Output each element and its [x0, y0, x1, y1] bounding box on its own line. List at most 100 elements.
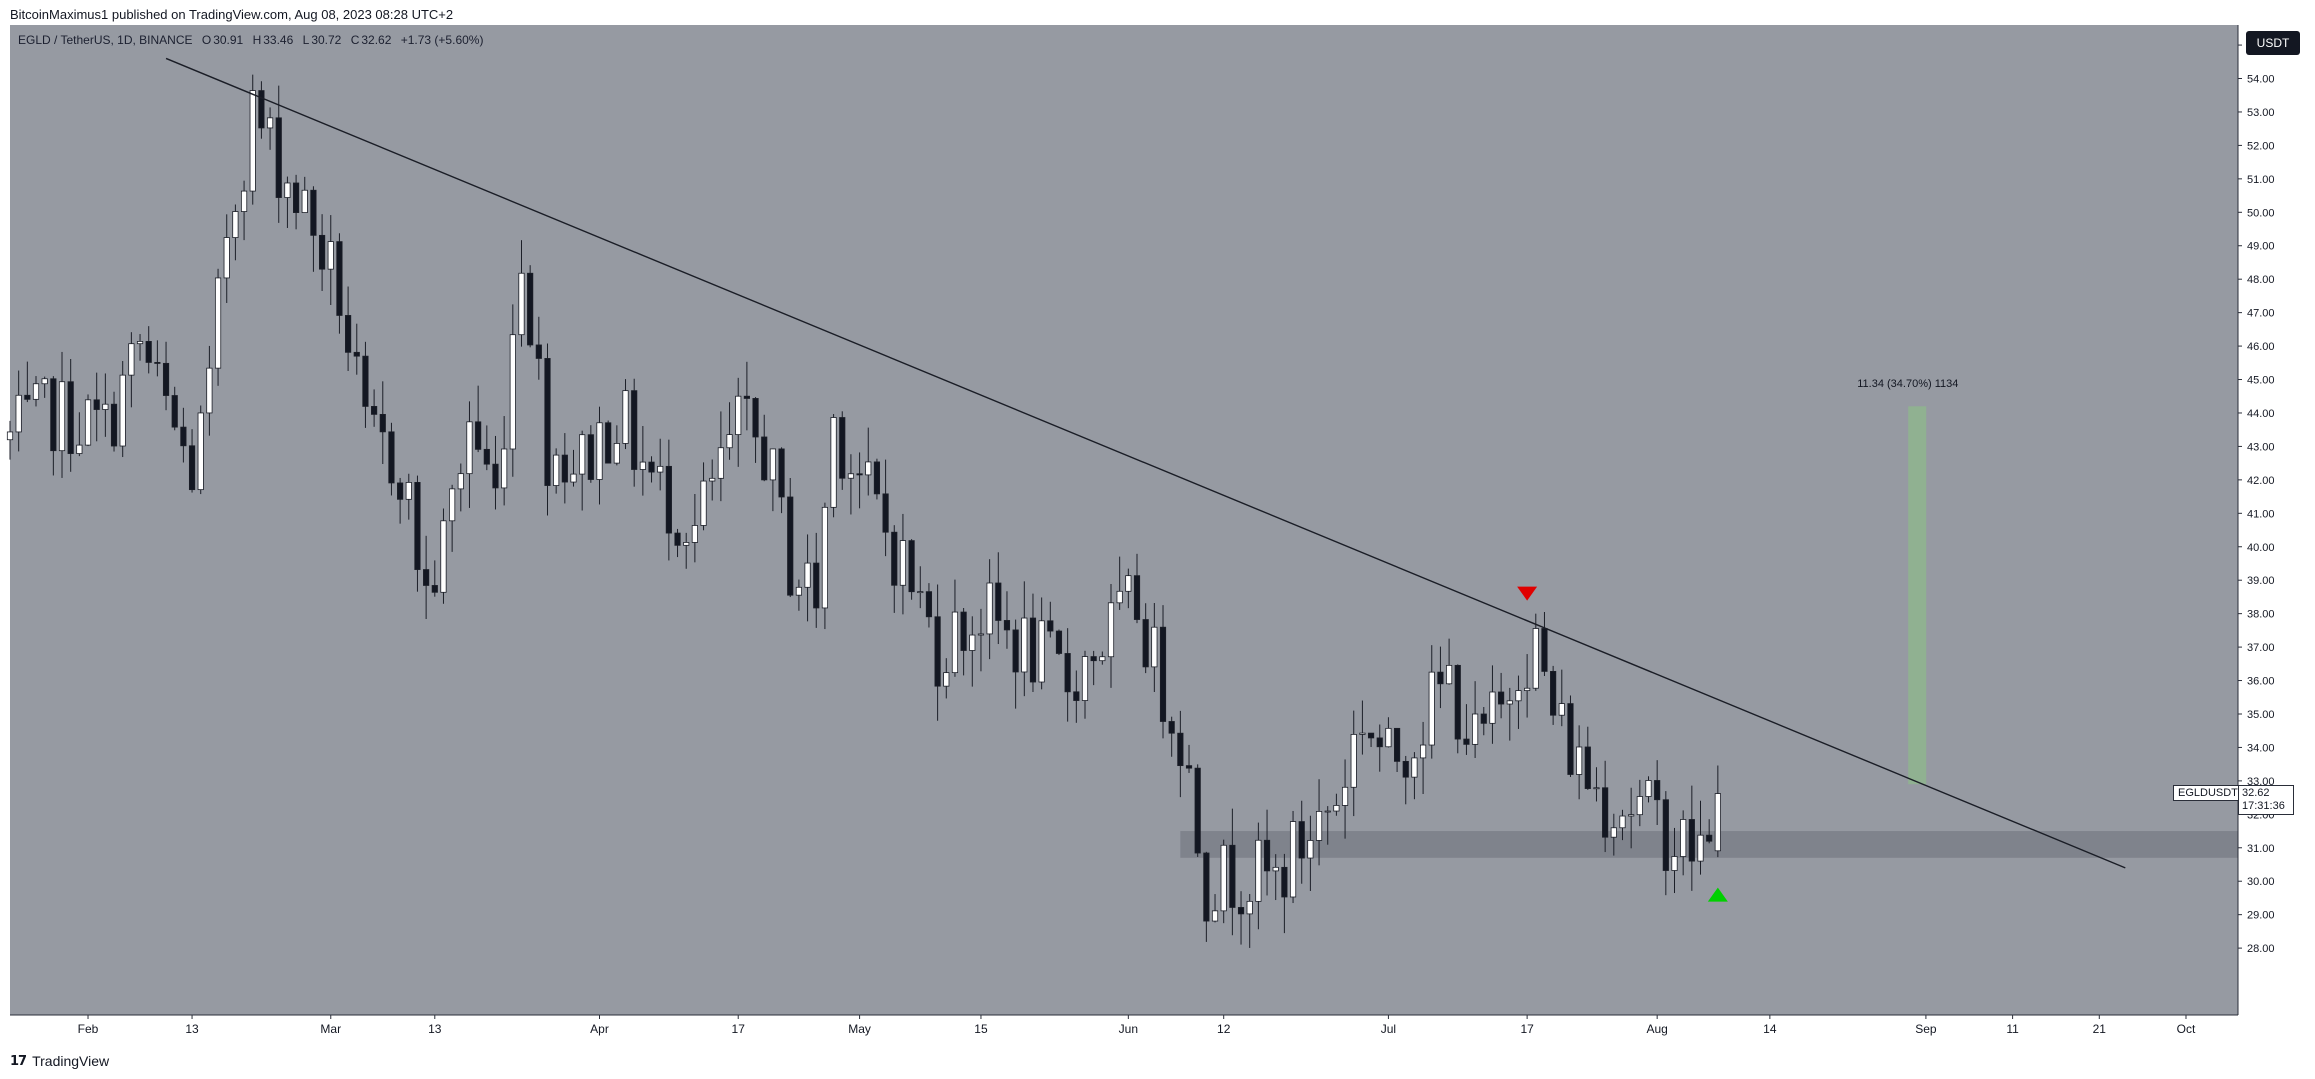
time-tick-label: Apr	[590, 1022, 609, 1036]
candle-up	[1420, 744, 1427, 759]
price-tick-label: 34.00	[2247, 742, 2275, 754]
candle-up	[726, 434, 733, 449]
measure-label: 11.34 (34.70%) 1134	[1857, 378, 1959, 391]
candle-down	[665, 465, 672, 534]
candle-down	[275, 117, 282, 198]
candle-up	[15, 394, 22, 433]
bearish-triangle-marker	[1517, 586, 1538, 601]
candle-up	[1255, 839, 1262, 902]
candle-up	[1524, 687, 1531, 692]
candle-down	[1003, 620, 1011, 631]
candle-down	[1584, 746, 1591, 789]
candle-down	[1012, 629, 1019, 673]
candle-up	[232, 211, 239, 238]
time-tick-label: 13	[428, 1022, 442, 1036]
price-tick-label: 36.00	[2247, 676, 2275, 688]
price-tick-label: 46.00	[2247, 341, 2275, 353]
candle-down	[423, 569, 430, 586]
candle-down	[925, 591, 933, 618]
symbol-title[interactable]: EGLD / TetherUS, 1D, BINANCE	[18, 33, 193, 47]
candle-up	[1021, 617, 1028, 673]
candle-down	[544, 358, 551, 486]
candle-down	[1498, 691, 1505, 705]
candle-up	[1341, 786, 1349, 806]
candle-up	[1697, 834, 1704, 862]
candle-down	[1185, 765, 1193, 769]
price-tick-label: 53.00	[2247, 107, 2275, 119]
candle-down	[778, 448, 785, 498]
target-layer	[1908, 406, 1927, 785]
tradingview-logo[interactable]: 17 TradingView	[10, 1053, 109, 1069]
low-label: L	[302, 33, 310, 47]
candle-down	[1654, 780, 1661, 801]
price-tick-label: 43.00	[2247, 441, 2275, 453]
time-tick-label: Feb	[78, 1022, 99, 1036]
price-tick-label: 40.00	[2247, 542, 2275, 554]
candle-up	[223, 237, 230, 279]
candle-up	[6, 431, 14, 441]
candle-up	[136, 341, 144, 345]
candle-up	[240, 190, 248, 212]
tradingview-wordmark: TradingView	[32, 1053, 110, 1069]
candle-up	[1359, 732, 1366, 735]
candle-down	[648, 461, 655, 473]
bar-countdown: 17:31:36	[2242, 799, 2285, 812]
candle-down	[336, 241, 343, 316]
symbol-legend[interactable]: EGLD / TetherUS, 1D, BINANCE O 30.91 H 33.…	[18, 33, 483, 47]
candle-up	[84, 399, 92, 446]
candle-up	[1671, 856, 1678, 871]
candle-down	[362, 355, 369, 407]
candle-down	[1688, 819, 1695, 862]
candle-up	[622, 390, 629, 444]
price-tick-label: 29.00	[2247, 910, 2275, 922]
candle-up	[76, 444, 83, 454]
currency-button[interactable]: USDT	[2246, 31, 2300, 55]
candle-down	[1480, 713, 1487, 724]
price-tick-label: 48.00	[2247, 274, 2275, 286]
candle-up	[1211, 910, 1219, 922]
candle-down	[483, 448, 490, 465]
candle-up	[969, 634, 976, 651]
candle-up	[865, 461, 872, 476]
candle-down	[180, 426, 187, 447]
candle-up	[457, 473, 464, 490]
price-tick-label: 41.00	[2247, 508, 2275, 520]
candle-up	[830, 417, 837, 508]
candle-up	[1350, 734, 1357, 788]
candle-down	[960, 611, 967, 651]
candle-down	[171, 395, 178, 428]
candle-up	[691, 525, 698, 543]
candle-up	[102, 403, 109, 410]
price-tick-label: 35.00	[2247, 709, 2275, 721]
candle-down	[873, 461, 881, 495]
candle-up	[1099, 656, 1106, 662]
candle-down	[856, 473, 863, 476]
candle-down	[1263, 839, 1271, 872]
time-tick-label: Oct	[2177, 1022, 2196, 1036]
candle-up	[301, 189, 308, 213]
candle-down	[674, 532, 681, 546]
candle-down	[1142, 619, 1149, 668]
time-tick-label: 11	[2006, 1022, 2019, 1036]
candle-up	[1151, 626, 1158, 668]
candle-down	[1064, 653, 1071, 693]
candle-down	[1662, 799, 1669, 871]
candle-down	[1567, 703, 1574, 775]
candle-down	[1177, 732, 1184, 767]
candle-down	[1168, 721, 1175, 734]
candle-down	[813, 562, 820, 609]
candle-down	[934, 616, 941, 687]
candle-down	[839, 417, 846, 479]
candle-up	[1324, 810, 1331, 813]
candle-down	[1194, 767, 1201, 854]
candle-down	[397, 482, 404, 500]
candle-up	[1125, 575, 1132, 592]
ticker-tag: EGLDUSDT	[2173, 784, 2243, 801]
high-value: 33.46	[263, 33, 294, 47]
price-tick-label: 47.00	[2247, 308, 2275, 320]
open-value: 30.91	[213, 33, 244, 47]
price-tick-label: 52.00	[2247, 140, 2275, 152]
candle-down	[1203, 852, 1210, 922]
